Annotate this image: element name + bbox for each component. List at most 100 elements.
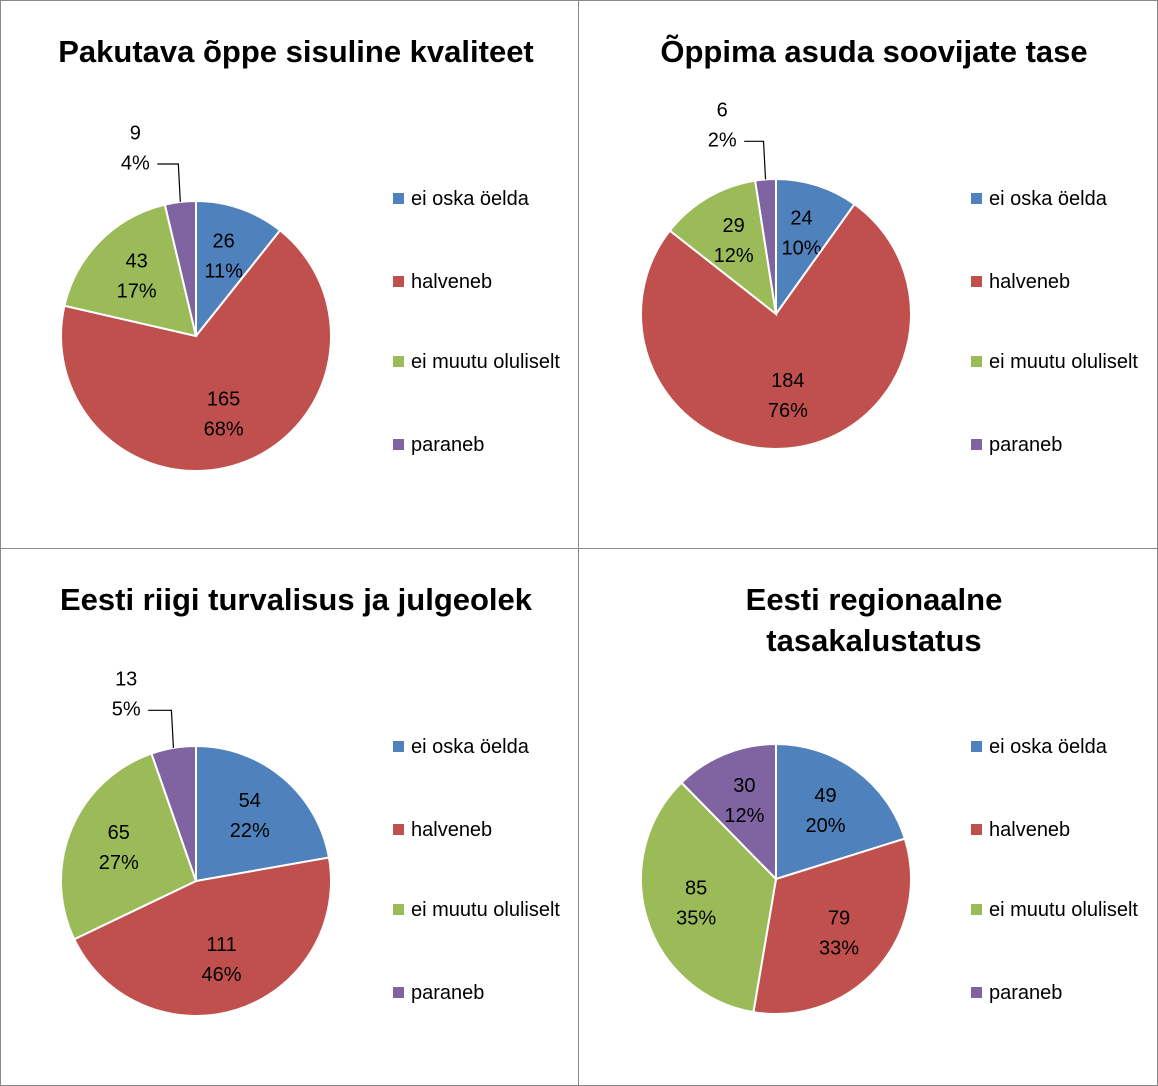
legend-swatch	[971, 824, 982, 835]
data-label-percent: 46%	[202, 964, 242, 986]
pie-chart: 26 11% 165 68% 43 17% 9 4%	[60, 122, 332, 472]
pie-slice	[195, 744, 331, 883]
legend-item: ei oska öelda	[393, 731, 568, 763]
data-label-percent: 27%	[99, 852, 139, 874]
data-label: 165	[207, 388, 240, 410]
data-label: 111	[206, 934, 236, 956]
legend-label: ei oska öelda	[989, 736, 1107, 758]
data-label: 24	[790, 208, 812, 230]
legend-item: paraneb	[971, 977, 1146, 1009]
legend-item: paraneb	[393, 429, 568, 461]
pie-slice	[195, 199, 282, 339]
data-label: 43	[125, 250, 147, 272]
legend-item: halveneb	[971, 266, 1146, 298]
pie-chart: 54 22% 111 46% 65 27% 13 5%	[60, 669, 332, 1017]
legend-swatch	[971, 987, 982, 998]
legend-swatch	[393, 276, 404, 287]
legend-swatch	[971, 276, 982, 287]
data-label-percent: 22%	[230, 820, 270, 842]
chart-cell: Õppima asuda soovijate tase 24 10% 184 76% 29…	[578, 0, 1158, 549]
pie-slice	[163, 199, 197, 337]
data-label: 65	[108, 822, 130, 844]
data-label-percent: 11%	[204, 260, 243, 282]
legend-item: halveneb	[393, 814, 568, 846]
chart-cell: Eesti riigi turvalisus ja julgeolek 54 22%…	[0, 548, 579, 1086]
legend-swatch	[393, 193, 404, 204]
chart-title: Pakutava õppe sisuline kvaliteet	[58, 34, 534, 69]
data-label-percent: 4%	[121, 152, 150, 174]
data-label: 9	[130, 122, 141, 144]
legend-label: ei oska öelda	[989, 188, 1107, 210]
legend-label: paraneb	[411, 434, 485, 456]
data-label: 79	[828, 907, 850, 929]
data-label-percent: 12%	[724, 805, 764, 827]
legend-item: ei oska öelda	[971, 183, 1146, 215]
pie-slice	[752, 837, 912, 1015]
legend-item: ei muutu oluliselt	[971, 894, 1146, 926]
legend-swatch	[393, 904, 404, 915]
data-label-percent: 76%	[768, 400, 808, 422]
legend-label: halveneb	[989, 819, 1071, 841]
legend-swatch	[393, 439, 404, 450]
pie-slice	[775, 177, 856, 318]
legend-item: ei oska öelda	[971, 731, 1146, 763]
pie-slice	[150, 744, 197, 882]
legend-swatch	[393, 987, 404, 998]
legend-swatch	[393, 356, 404, 367]
legend-swatch	[971, 741, 982, 752]
chart-title: Õppima asuda soovijate tase	[660, 34, 1088, 69]
legend-item: ei muutu oluliselt	[393, 894, 568, 926]
legend-label: paraneb	[411, 982, 485, 1004]
legend-swatch	[971, 904, 982, 915]
legend-label: paraneb	[989, 434, 1063, 456]
pie-slice	[60, 228, 332, 472]
pie-slice	[775, 742, 907, 881]
legend-item: ei oska öelda	[393, 183, 568, 215]
legend-item: ei muutu oluliselt	[971, 346, 1146, 378]
legend-item: paraneb	[393, 977, 568, 1009]
data-label-percent: 2%	[708, 130, 737, 152]
leader-line	[744, 140, 767, 180]
leader-line	[157, 163, 181, 202]
legend-swatch	[971, 193, 982, 204]
data-label: 26	[212, 230, 234, 252]
data-label-percent: 20%	[806, 815, 846, 837]
legend-label: ei muutu oluliselt	[989, 899, 1138, 921]
legend-label: ei muutu oluliselt	[411, 899, 560, 921]
legend-item: halveneb	[971, 814, 1146, 846]
data-label: 6	[717, 100, 728, 122]
legend-label: halveneb	[411, 271, 493, 293]
pie-slice	[640, 202, 912, 450]
data-label: 49	[814, 785, 836, 807]
data-label: 30	[733, 775, 755, 797]
legend-label: ei oska öelda	[411, 736, 529, 758]
pie-slice	[72, 856, 332, 1017]
legend-item: halveneb	[393, 266, 568, 298]
chart-title: Eesti regionaalne tasakalustatus	[745, 582, 1003, 658]
leader-line	[148, 709, 175, 748]
legend-swatch	[393, 824, 404, 835]
data-label: 184	[771, 370, 804, 392]
data-label-percent: 10%	[782, 238, 822, 260]
legend-swatch	[971, 356, 982, 367]
pie-slice	[640, 781, 778, 1014]
data-label: 54	[239, 790, 261, 812]
legend-label: ei muutu oluliselt	[989, 351, 1138, 373]
legend-label: halveneb	[989, 271, 1071, 293]
data-label: 13	[115, 669, 137, 691]
pie-slice	[668, 179, 778, 317]
pie-slice	[63, 203, 198, 338]
chart-cell: Eesti regionaalne tasakalustatus 49 20% 79 3…	[578, 548, 1158, 1086]
pie-slice	[680, 742, 777, 882]
data-label-percent: 68%	[204, 418, 244, 440]
data-label-percent: 35%	[676, 907, 716, 929]
data-label: 29	[723, 215, 745, 237]
legend-label: ei oska öelda	[411, 188, 529, 210]
pie-chart: 49 20% 79 33% 85 35% 30 12%	[640, 742, 912, 1015]
chart-cell: Pakutava õppe sisuline kvaliteet 26 11% 165…	[0, 0, 579, 549]
legend-label: halveneb	[411, 819, 493, 841]
legend-swatch	[971, 439, 982, 450]
pie-slice	[60, 752, 198, 941]
legend-item: ei muutu oluliselt	[393, 346, 568, 378]
